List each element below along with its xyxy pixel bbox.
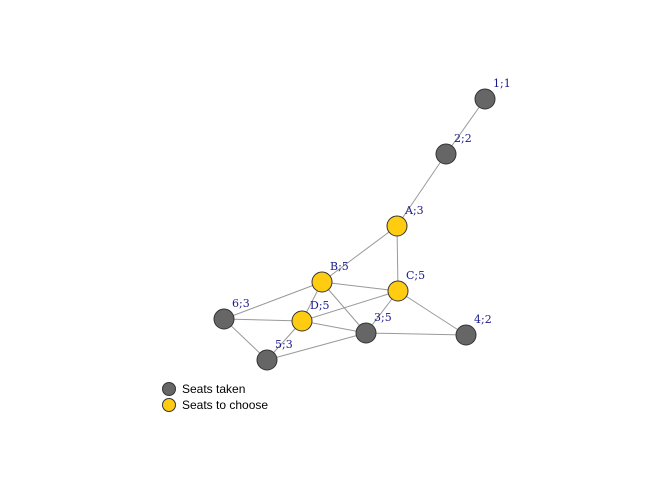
legend-item-taken: Seats taken (162, 381, 268, 397)
legend-label-choose: Seats to choose (182, 398, 269, 412)
edge-A-C (396, 225, 399, 292)
edge-B-C (321, 281, 399, 292)
legend-swatch-taken (162, 382, 176, 396)
node-D (291, 310, 313, 332)
legend-swatch-choose (162, 398, 176, 412)
edge-3-4 (365, 332, 467, 336)
node-4 (455, 324, 477, 346)
edge-D-3 (301, 320, 367, 334)
edge-C-4 (397, 290, 467, 336)
edge-2-A (396, 153, 447, 227)
edge-D-6 (223, 318, 303, 322)
legend-label-taken: Seats taken (182, 382, 246, 396)
node-5 (256, 349, 278, 371)
legend-item-choose: Seats to choose (162, 397, 268, 413)
node-A (386, 215, 408, 237)
edge-5-3 (266, 332, 367, 361)
node-label-3: 3;5 (374, 311, 392, 324)
node-label-4: 4;2 (474, 313, 492, 326)
node-label-A: A;3 (404, 204, 424, 217)
edge-B-6 (223, 281, 323, 320)
node-label-1: 1;1 (493, 77, 511, 90)
node-label-B: B;5 (330, 260, 349, 273)
node-label-C: C;5 (406, 269, 425, 282)
node-label-6: 6;3 (232, 297, 250, 310)
node-1 (474, 88, 496, 110)
node-3 (355, 322, 377, 344)
node-2 (435, 143, 457, 165)
node-label-D: D;5 (310, 299, 330, 312)
node-C (387, 280, 409, 302)
edge-1-2 (445, 98, 486, 155)
legend: Seats taken Seats to choose (162, 381, 268, 413)
node-6 (213, 308, 235, 330)
node-label-5: 5;3 (275, 338, 293, 351)
edge-A-B (321, 225, 398, 283)
node-label-2: 2;2 (454, 132, 472, 145)
node-B (311, 271, 333, 293)
edge-C-D (301, 290, 399, 322)
